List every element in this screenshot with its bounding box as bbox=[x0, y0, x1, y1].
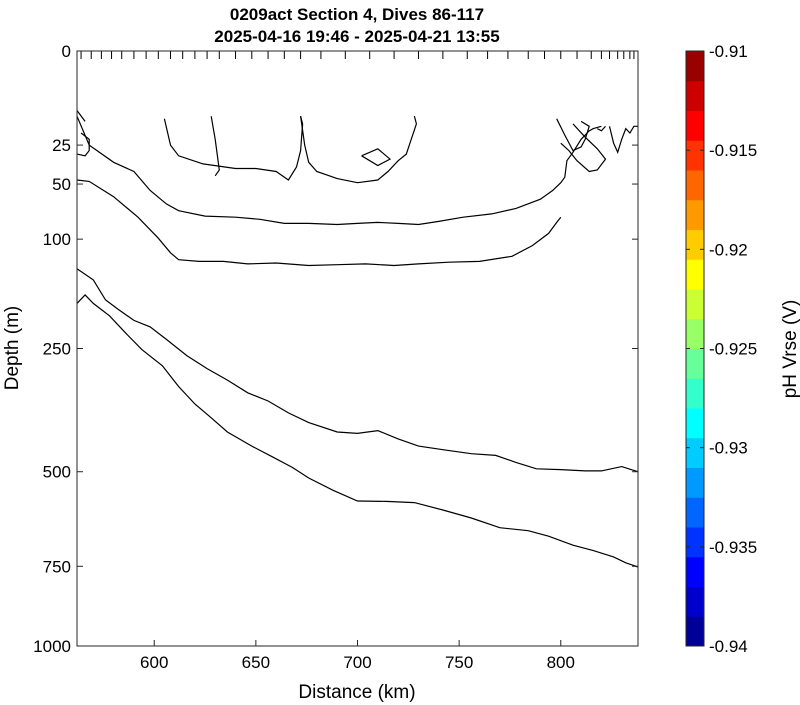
colorbar-tick-label-2: -0.93 bbox=[709, 439, 748, 458]
y-tick-label-100: 100 bbox=[43, 230, 71, 249]
colorbar-segment-4 bbox=[686, 527, 704, 558]
y-tick-label-50: 50 bbox=[52, 175, 71, 194]
colorbar-segment-13 bbox=[686, 259, 704, 290]
colorbar-segment-16 bbox=[686, 170, 704, 201]
y-tick-label-250: 250 bbox=[43, 340, 71, 359]
y-tick-label-0: 0 bbox=[62, 42, 71, 61]
colorbar-segment-11 bbox=[686, 318, 704, 349]
contour-line-9 bbox=[300, 116, 418, 184]
contour-line-13 bbox=[597, 125, 606, 132]
x-tick-label-750: 750 bbox=[445, 653, 473, 672]
colorbar-segment-15 bbox=[686, 199, 704, 230]
colorbar-tick-label-3: -0.925 bbox=[709, 340, 757, 359]
y-axis-label: Depth (m) bbox=[2, 306, 23, 390]
colorbar-segment-8 bbox=[686, 408, 704, 439]
contour-line-3 bbox=[76, 268, 639, 473]
contour-line-12 bbox=[560, 123, 607, 173]
colorbar-segment-20 bbox=[686, 51, 704, 82]
x-tick-label-700: 700 bbox=[343, 653, 371, 672]
plot-area bbox=[77, 51, 638, 646]
colorbar-segment-2 bbox=[686, 586, 704, 617]
y-tick-label-25: 25 bbox=[52, 136, 71, 155]
colorbar-label: pH Vrse (V) bbox=[780, 300, 800, 399]
colorbar-segment-7 bbox=[686, 437, 704, 468]
contour-lines bbox=[76, 110, 639, 568]
plot-frame bbox=[76, 50, 639, 647]
colorbar-segment-3 bbox=[686, 556, 704, 587]
x-tick-label-600: 600 bbox=[140, 653, 168, 672]
contour-line-11 bbox=[556, 118, 590, 152]
colorbar: -0.94 -0.935 -0.93 -0.925 -0.92 -0.915 -0.91 bbox=[685, 42, 757, 656]
colorbar-segment-6 bbox=[686, 467, 704, 498]
contour-line-2 bbox=[76, 179, 562, 267]
colorbar-segment-19 bbox=[686, 80, 704, 111]
contour-line-14 bbox=[608, 125, 638, 154]
colorbar-segment-10 bbox=[686, 348, 704, 379]
contour-line-10 bbox=[361, 148, 392, 167]
colorbar-tick-label-0: -0.94 bbox=[709, 637, 748, 656]
colorbar-tick-label-4: -0.92 bbox=[709, 240, 748, 259]
y-tick-label-1000: 1000 bbox=[33, 637, 71, 656]
contour-line-4 bbox=[76, 294, 639, 568]
colorbar-segment-18 bbox=[686, 110, 704, 141]
colorbar-tick-label-5: -0.915 bbox=[709, 141, 757, 160]
colorbar-segment-14 bbox=[686, 229, 704, 260]
x-tick-label-800: 800 bbox=[547, 653, 575, 672]
colorbar-segment-12 bbox=[686, 289, 704, 320]
y-axis: 0 25 50 100 250 500 750 1000 bbox=[33, 42, 638, 656]
y-tick-label-750: 750 bbox=[43, 557, 71, 576]
dive-tick-marks bbox=[80, 51, 635, 59]
chart-title: 0209act Section 4, Dives 86-117 bbox=[230, 5, 484, 24]
contour-line-1 bbox=[76, 115, 602, 226]
colorbar-segment-9 bbox=[686, 378, 704, 409]
contour-line-5 bbox=[76, 110, 86, 122]
colorbar-tick-label-6: -0.91 bbox=[709, 42, 748, 61]
x-tick-label-650: 650 bbox=[242, 653, 270, 672]
x-axis-label: Distance (km) bbox=[298, 682, 415, 703]
contour-line-7 bbox=[163, 116, 304, 181]
chart-subtitle: 2025-04-16 19:46 - 2025-04-21 13:55 bbox=[214, 27, 499, 46]
contour-line-6 bbox=[76, 132, 90, 157]
colorbar-tick-label-1: -0.935 bbox=[709, 538, 757, 557]
colorbar-segment-5 bbox=[686, 497, 704, 528]
colorbar-segment-17 bbox=[686, 140, 704, 171]
contour-line-8 bbox=[210, 116, 220, 177]
y-tick-label-500: 500 bbox=[43, 463, 71, 482]
colorbar-segment-1 bbox=[686, 616, 704, 647]
x-axis: 600 650 700 750 800 bbox=[140, 640, 575, 672]
